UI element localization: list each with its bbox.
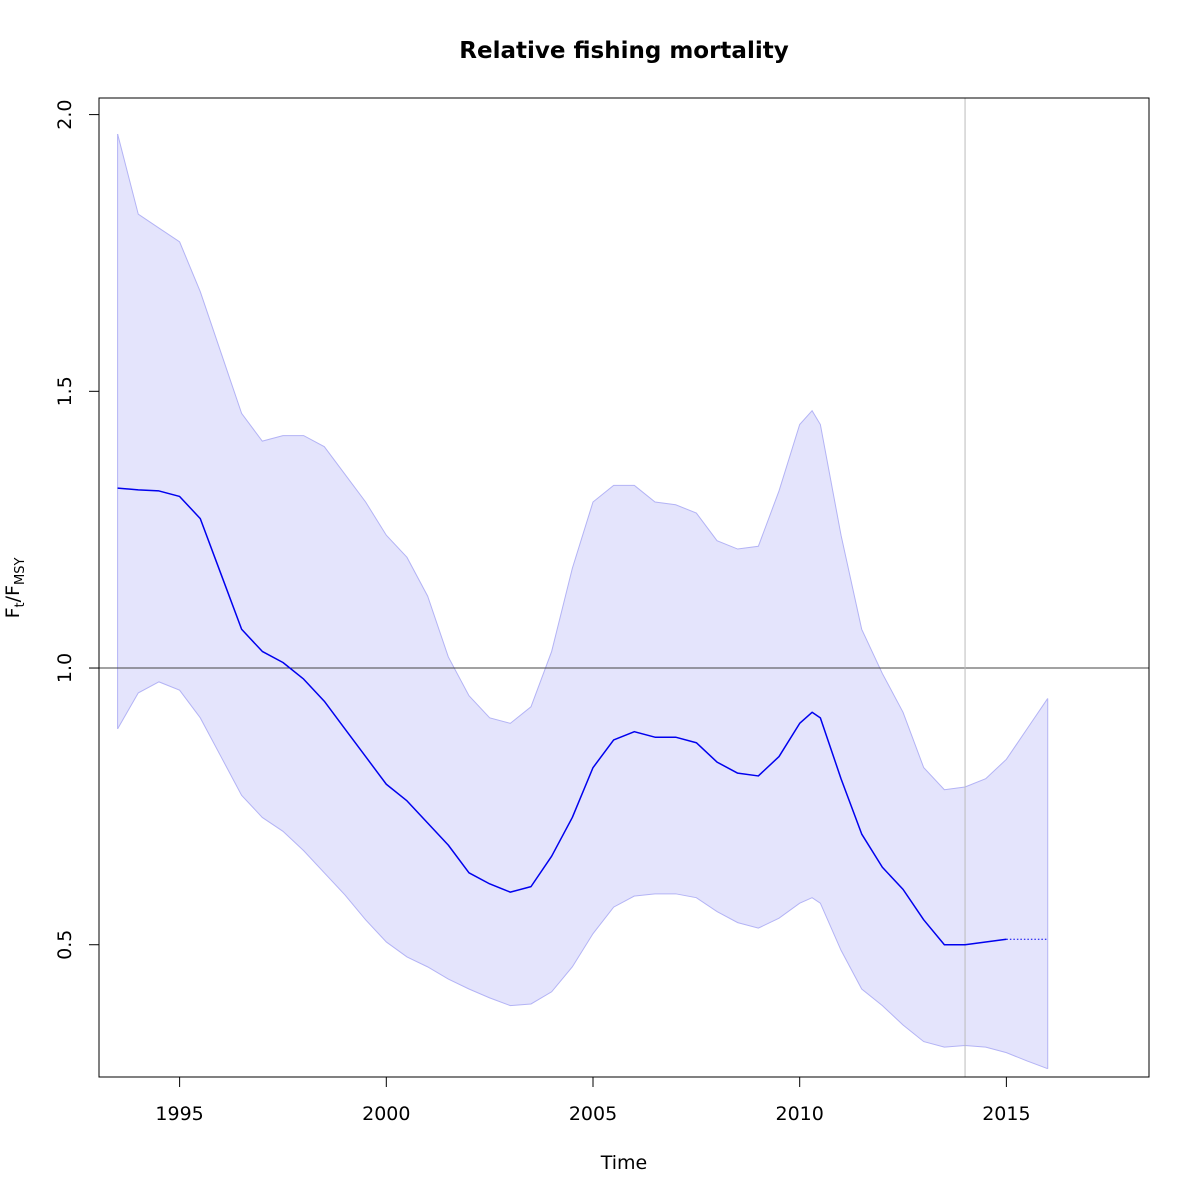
- confidence-band: [117, 133, 1048, 1069]
- x-tick-label: 2000: [362, 1103, 410, 1125]
- plot-area: [99, 98, 1149, 1077]
- y-axis: 0.5 1.0 1.5 2.0: [54, 99, 100, 960]
- x-axis-label: Time: [600, 1152, 648, 1174]
- y-tick-label: 1.5: [54, 376, 76, 406]
- x-tick-label: 2010: [776, 1103, 824, 1125]
- x-tick-label: 2005: [569, 1103, 617, 1125]
- upper-ci-line: [117, 133, 1049, 791]
- y-tick-label: 1.0: [54, 653, 76, 683]
- y-tick-label: 2.0: [54, 99, 76, 129]
- x-tick-label: 1995: [155, 1103, 203, 1125]
- x-axis: 1995 2000 2005 2010 2015: [155, 1076, 1031, 1125]
- y-label-separator: /F: [2, 585, 24, 602]
- estimate-line: [117, 487, 1007, 946]
- y-label-sub-t: t: [13, 602, 28, 607]
- y-tick-label: 0.5: [54, 930, 76, 960]
- y-axis-label: Ft/FMSY: [2, 558, 28, 619]
- x-tick-label: 2015: [982, 1103, 1030, 1125]
- y-label-main: F: [2, 607, 24, 618]
- y-label-sub-msy: MSY: [13, 558, 28, 585]
- lower-ci-line: [117, 681, 1048, 1070]
- chart-title: Relative fishing mortality: [459, 38, 788, 64]
